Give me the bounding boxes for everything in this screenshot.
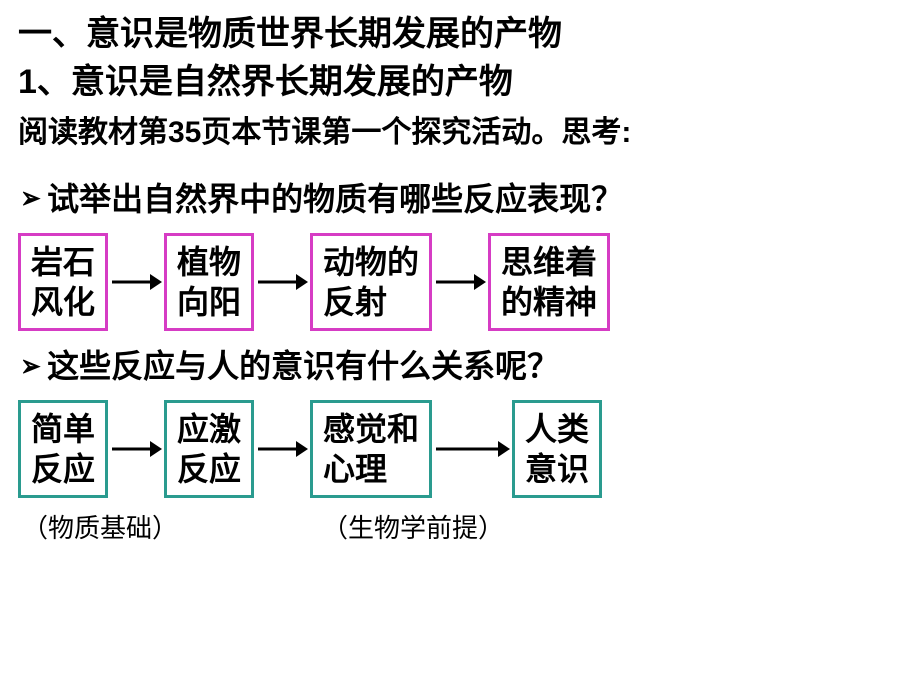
question-1: ➢ 试举出自然界中的物质有哪些反应表现？ (18, 178, 902, 221)
arrow-icon (254, 271, 310, 293)
section-heading: 一、意识是物质世界长期发展的产物 (18, 12, 902, 58)
arrow-icon (432, 271, 488, 293)
question-2: ➢ 这些反应与人的意识有什么关系呢？ (18, 345, 902, 388)
arrow-icon (108, 271, 164, 293)
question-2-text: 这些反应与人的意识有什么关系呢？ (47, 345, 559, 388)
chevron-icon: ➢ (21, 184, 41, 214)
flow-box-animal: 动物的 反射 (310, 233, 432, 331)
annotation-bio-premise: （生物学前提） (322, 508, 504, 545)
annotation-material-basis: （物质基础） (22, 508, 322, 545)
arrow-icon (108, 438, 164, 460)
chevron-icon: ➢ (21, 352, 41, 382)
flow-box-sense: 感觉和 心理 (310, 400, 432, 498)
flow-box-thought: 思维着 的精神 (488, 233, 610, 331)
flow-box-simple: 简单 反应 (18, 400, 108, 498)
flow-box-rock: 岩石 风化 (18, 233, 108, 331)
flow-row-1: 岩石 风化 植物 向阳 动物的 反射 思维着 的精神 (18, 233, 902, 331)
arrow-icon (432, 438, 512, 460)
flow-row-2: 简单 反应 应激 反应 感觉和 心理 人类 意识 (18, 400, 902, 498)
flow-box-plant: 植物 向阳 (164, 233, 254, 331)
flow-box-human: 人类 意识 (512, 400, 602, 498)
question-1-text: 试举出自然界中的物质有哪些反应表现？ (47, 178, 623, 221)
annotation-row: （物质基础） （生物学前提） (18, 508, 902, 545)
arrow-icon (254, 438, 310, 460)
instruction-text: 阅读教材第35页本节课第一个探究活动。思考: (18, 112, 902, 154)
subsection-heading: 1、意识是自然界长期发展的产物 (18, 60, 902, 106)
flow-box-stimulus: 应激 反应 (164, 400, 254, 498)
